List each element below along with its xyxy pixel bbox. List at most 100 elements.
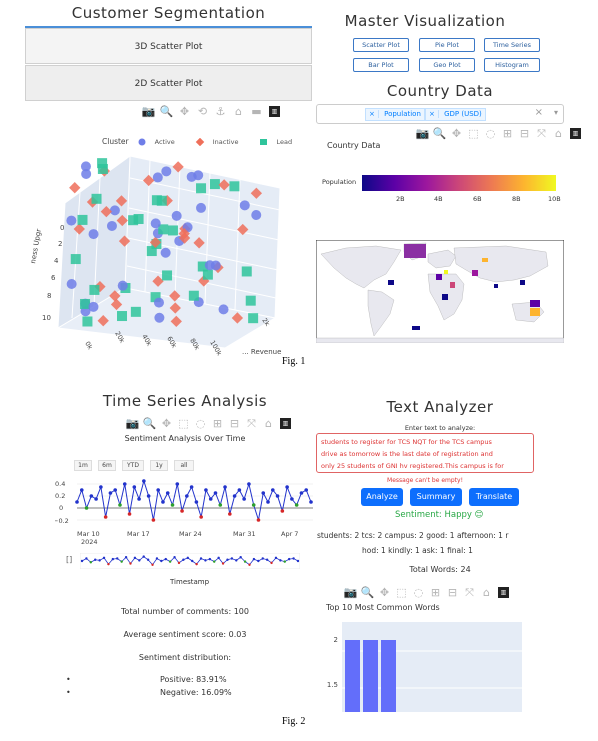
chip-remove-icon[interactable]: × (369, 110, 379, 118)
home-icon[interactable]: ⌂ (483, 586, 490, 599)
pan-icon[interactable]: ✥ (179, 105, 190, 118)
box-select-icon[interactable]: ⬚ (468, 127, 479, 140)
zoom-icon[interactable]: 🔍 (432, 127, 447, 140)
range-slider[interactable] (80, 553, 300, 569)
range-1m-button[interactable]: 1m (74, 460, 92, 471)
scatter-marker-inactive (231, 312, 244, 324)
3d-scatter-plot-button[interactable]: 3D Scatter Plot (25, 28, 312, 64)
word-bar-campus[interactable] (381, 640, 396, 712)
analyze-button[interactable]: Analyze (361, 488, 403, 506)
camera-icon[interactable]: 📷 (343, 586, 358, 599)
country-multiselect[interactable]: × Population × GDP (USD) × ▾ (316, 104, 564, 124)
lasso-icon[interactable]: ◌ (195, 417, 206, 430)
sentiment-point (228, 512, 232, 516)
chip-remove-icon[interactable]: × (429, 110, 439, 118)
bar-plot-button[interactable]: Bar Plot (353, 58, 409, 72)
home-icon[interactable]: ⌂ (265, 417, 272, 430)
text-analyzer-title: Text Analyzer (386, 398, 494, 416)
legend-active-label[interactable]: Active (154, 137, 175, 146)
zoom-in-icon[interactable]: ⊞ (430, 586, 441, 599)
y-tick: −0.2 (55, 517, 69, 525)
range-all-button[interactable]: all (174, 460, 194, 471)
legend-inactive-label[interactable]: Inactive (212, 137, 239, 146)
scatter-marker-active (218, 304, 229, 315)
translate-button[interactable]: Translate (469, 488, 519, 506)
home-icon[interactable]: ⌂ (555, 127, 562, 140)
word-bar-tcs[interactable] (363, 640, 378, 712)
range-slider-point (287, 557, 291, 561)
camera-default-icon[interactable]: ▬ (251, 105, 262, 118)
scatter-marker-inactive (250, 187, 263, 199)
clear-all-icon[interactable]: × (534, 107, 543, 118)
lasso-icon[interactable]: ◌ (413, 586, 424, 599)
home-icon[interactable]: ⌂ (235, 105, 242, 118)
autoscale-icon[interactable]: ⤧ (537, 126, 546, 140)
zoom-icon[interactable]: 🔍 (360, 586, 375, 599)
zoom-in-icon[interactable]: ⊞ (212, 417, 223, 430)
word-counts-line: students: 2 tcs: 2 campus: 2 good: 1 aft… (317, 531, 509, 540)
histogram-button[interactable]: Histogram (484, 58, 540, 72)
scatter-marker-active (66, 215, 77, 226)
range-slider-point (235, 559, 238, 562)
range-slider-point (274, 556, 278, 560)
camera-icon[interactable]: 📷 (125, 417, 140, 430)
pan-icon[interactable]: ✥ (451, 127, 462, 140)
legend-lead-marker (259, 138, 267, 145)
range-ytd-button[interactable]: YTD (122, 460, 144, 471)
range-slider-left-marker[interactable]: [] (66, 555, 73, 564)
top-words-bar-chart[interactable]: Top 10 Most Common Words 21.5 (322, 622, 522, 712)
zoom-icon[interactable]: 🔍 (159, 105, 174, 118)
zoom-out-icon[interactable]: ⊟ (519, 127, 530, 140)
plotly-logo-icon[interactable]: ▥ (570, 128, 581, 139)
3d-scatter-plot[interactable]: 0 2 4 6 8 10 ness Upgr 0k 20k 40k 60k 80… (30, 148, 305, 358)
sentiment-text: Sentiment: Happy (395, 510, 472, 520)
range-slider-point (129, 562, 132, 565)
bullet: • (66, 675, 71, 684)
sentiment-line-chart[interactable]: 0.4 0.2 0 −0.2 Mar 10 2024 Mar 17 Mar 24… (55, 474, 315, 549)
autoscale-icon[interactable]: ⤧ (247, 416, 256, 430)
zoom-in-icon[interactable]: ⊞ (502, 127, 513, 140)
range-6m-button[interactable]: 6m (98, 460, 116, 471)
pie-plot-button[interactable]: Pie Plot (419, 38, 475, 52)
y-axis-tick: 2k (260, 317, 271, 328)
range-1y-button[interactable]: 1y (150, 460, 168, 471)
scatter-plot-button[interactable]: Scatter Plot (353, 38, 409, 52)
camera-icon[interactable]: 📷 (141, 105, 156, 118)
plotly-logo-icon[interactable]: ▥ (269, 106, 280, 117)
zoom-icon[interactable]: 🔍 (142, 417, 157, 430)
summary-button[interactable]: Summary (410, 488, 462, 506)
camera-icon[interactable]: 📷 (415, 127, 430, 140)
sentiment-point (108, 491, 113, 495)
z-tick: 2 (58, 240, 62, 248)
customer-segmentation-title: Customer Segmentation (71, 4, 266, 22)
2d-scatter-plot-button[interactable]: 2D Scatter Plot (25, 65, 312, 101)
range-slider-point (292, 557, 295, 560)
chip-gdp[interactable]: × GDP (USD) (425, 108, 486, 121)
analyze-textarea[interactable]: students to register for TCS NQT for the… (316, 433, 534, 473)
plotly-logo-icon[interactable]: ▥ (498, 587, 509, 598)
geo-plot-button[interactable]: Geo Plot (419, 58, 475, 72)
plotly-logo-icon[interactable]: ▥ (280, 418, 291, 429)
sentiment-point (137, 497, 141, 501)
word-bar-students[interactable] (345, 640, 360, 712)
pan-icon[interactable]: ✥ (161, 417, 172, 430)
master-visualization-title: Master Visualization (344, 12, 506, 30)
world-choropleth-map[interactable] (316, 240, 564, 343)
legend-lead-label[interactable]: Lead (276, 137, 293, 146)
lasso-icon[interactable]: ◌ (485, 127, 496, 140)
chip-population[interactable]: × Population (365, 108, 425, 121)
sentiment-point (132, 485, 137, 489)
zoom-out-icon[interactable]: ⊟ (229, 417, 240, 430)
time-series-button[interactable]: Time Series (484, 38, 540, 52)
autoscale-icon[interactable]: ⤧ (465, 585, 474, 599)
zoom-out-icon[interactable]: ⊟ (447, 586, 458, 599)
box-select-icon[interactable]: ⬚ (396, 586, 407, 599)
box-select-icon[interactable]: ⬚ (178, 417, 189, 430)
sentiment-point (232, 494, 237, 498)
sentiment-point (223, 485, 227, 489)
orbit-rotation-icon[interactable]: ⟲ (197, 105, 208, 118)
range-slider-point (217, 556, 220, 560)
pan-icon[interactable]: ✥ (379, 586, 390, 599)
chevron-down-icon[interactable]: ▾ (553, 108, 558, 117)
turntable-icon[interactable]: ⚓ (215, 105, 226, 118)
